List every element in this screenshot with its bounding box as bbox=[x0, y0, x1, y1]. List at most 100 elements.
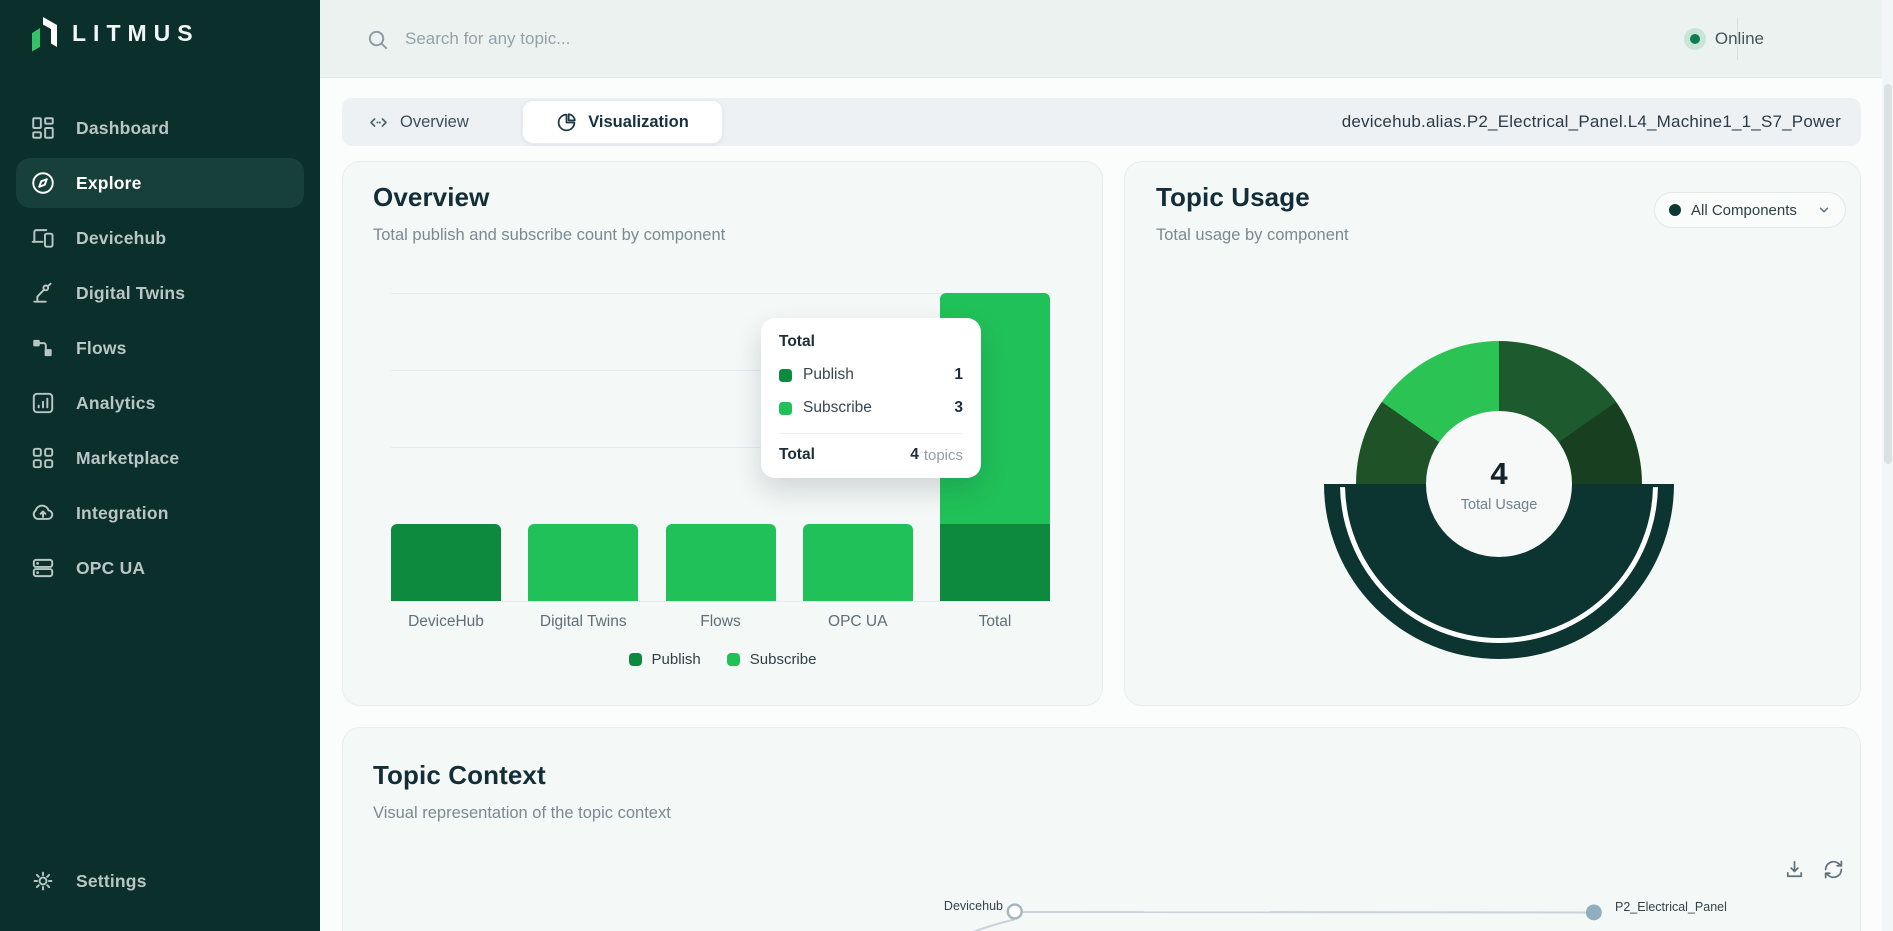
topic-usage-title: Topic Usage bbox=[1156, 182, 1310, 212]
donut-chart[interactable]: 4 Total Usage bbox=[1125, 162, 1860, 705]
sidebar-item-dashboard[interactable]: Dashboard bbox=[16, 103, 304, 153]
sidebar-item-label: Integration bbox=[76, 502, 169, 523]
pie-chart-icon bbox=[556, 112, 577, 133]
graph-edge-curve bbox=[972, 918, 1015, 931]
tooltip-row: Publish 1 bbox=[779, 366, 963, 384]
sidebar-item-label: Explore bbox=[76, 172, 142, 193]
tooltip-row-value: 3 bbox=[954, 399, 963, 416]
sidebar-item-marketplace[interactable]: Marketplace bbox=[16, 433, 304, 483]
sidebar-item-settings[interactable]: Settings bbox=[16, 856, 304, 906]
sidebar-item-integration[interactable]: Integration bbox=[16, 488, 304, 538]
overview-card: Overview Total publish and subscribe cou… bbox=[342, 161, 1103, 706]
sidebar-item-digital-twins[interactable]: Digital Twins bbox=[16, 268, 304, 318]
sidebar-nav: Dashboard Explore Devicehub Digital Twins Fl… bbox=[0, 103, 320, 598]
online-status-icon bbox=[1683, 28, 1706, 50]
bar-opc-ua-subscribe[interactable] bbox=[802, 524, 913, 601]
breadcrumb: devicehub.alias.P2_Electrical_Panel.L4_M… bbox=[1341, 112, 1841, 131]
legend-item-subscribe[interactable]: Subscribe bbox=[726, 651, 817, 668]
tab-visualization[interactable]: Visualization bbox=[522, 100, 723, 144]
overview-card-subtitle: Total publish and subscribe count by com… bbox=[373, 226, 726, 244]
gridline bbox=[391, 601, 1050, 602]
bar-group-flows[interactable] bbox=[665, 293, 776, 601]
legend-label: Subscribe bbox=[749, 651, 817, 668]
tab-label: Visualization bbox=[588, 112, 689, 131]
legend-label: Publish bbox=[651, 651, 701, 668]
search-bar bbox=[366, 0, 1005, 78]
search-input[interactable] bbox=[405, 29, 1005, 49]
sidebar-item-label: Settings bbox=[76, 870, 147, 891]
bar-chart-icon bbox=[30, 390, 56, 416]
tooltip-total-unit: topics bbox=[923, 446, 963, 464]
graph-node-devicehub[interactable] bbox=[1006, 903, 1023, 920]
x-axis-label: OPC UA bbox=[828, 613, 888, 630]
bar-chart-legend: Publish Subscribe bbox=[343, 651, 1102, 668]
status-label: Online bbox=[1714, 29, 1764, 48]
sidebar-item-explore[interactable]: Explore bbox=[16, 158, 304, 208]
tooltip-divider bbox=[779, 433, 963, 434]
donut-center-label: Total Usage bbox=[1460, 496, 1538, 513]
sidebar-item-analytics[interactable]: Analytics bbox=[16, 378, 304, 428]
scrollbar-track[interactable] bbox=[1882, 0, 1893, 931]
gridline bbox=[391, 293, 1050, 294]
filter-dot-icon bbox=[1669, 204, 1681, 216]
compass-icon bbox=[30, 170, 56, 196]
graph-node-p2-electrical-panel[interactable] bbox=[1585, 904, 1602, 921]
cloud-upload-icon bbox=[30, 500, 56, 526]
bar-group-digital-twins[interactable] bbox=[528, 293, 639, 601]
tooltip-row: Subscribe 3 bbox=[779, 399, 963, 417]
topic-context-title: Topic Context bbox=[373, 760, 546, 790]
tooltip-footer: Total 4 topics bbox=[779, 446, 963, 464]
legend-item-publish[interactable]: Publish bbox=[628, 651, 701, 668]
publish-swatch bbox=[628, 653, 642, 666]
logo-text: LITMUS bbox=[72, 19, 200, 46]
dashboard-grid-icon bbox=[30, 115, 56, 141]
publish-swatch bbox=[779, 368, 792, 382]
bar-total-publish[interactable] bbox=[940, 524, 1050, 601]
chart-tooltip: Total Publish 1 Subscribe 3 Total 4 topi… bbox=[761, 318, 981, 478]
sidebar-item-flows[interactable]: Flows bbox=[16, 323, 304, 373]
topic-context-subtitle: Visual representation of the topic conte… bbox=[373, 804, 671, 822]
graph-node-label[interactable]: Devicehub bbox=[943, 899, 1003, 913]
overview-card-title: Overview bbox=[373, 182, 490, 212]
scrollbar-thumb[interactable] bbox=[1883, 84, 1892, 464]
gridline bbox=[391, 447, 1050, 448]
donut-center: 4 Total Usage bbox=[1426, 411, 1572, 557]
refresh-icon[interactable] bbox=[1822, 858, 1845, 881]
workflow-icon bbox=[30, 335, 56, 361]
tab-label: Overview bbox=[400, 112, 469, 131]
bar-flows-subscribe[interactable] bbox=[665, 524, 776, 601]
sidebar-item-opc-ua[interactable]: OPC UA bbox=[16, 543, 304, 593]
graph-node-label[interactable]: P2_Electrical_Panel bbox=[1615, 900, 1727, 914]
sidebar-item-devicehub[interactable]: Devicehub bbox=[16, 213, 304, 263]
topic-context-card: Topic Context Visual representation of t… bbox=[342, 727, 1861, 931]
bar-slots bbox=[391, 293, 1050, 601]
components-filter-dropdown[interactable]: All Components bbox=[1654, 192, 1846, 228]
bar-group-devicehub[interactable] bbox=[391, 293, 501, 601]
chevron-down-icon bbox=[1817, 203, 1831, 217]
tab-overview[interactable]: Overview bbox=[368, 100, 469, 144]
tooltip-row-label: Subscribe bbox=[803, 399, 872, 416]
bar-group-opc-ua[interactable] bbox=[802, 293, 913, 601]
x-axis-label: Digital Twins bbox=[539, 613, 627, 630]
bar-digital-twins-subscribe[interactable] bbox=[528, 524, 639, 601]
logo[interactable]: LITMUS bbox=[28, 14, 200, 52]
subscribe-swatch bbox=[726, 653, 740, 666]
tooltip-row-value: 1 bbox=[954, 366, 963, 383]
gridline bbox=[391, 370, 1050, 371]
tooltip-total-value: 4 bbox=[910, 446, 919, 463]
sidebar: LITMUS Dashboard Explore Devicehub Digital … bbox=[0, 0, 320, 931]
status-badge: Online bbox=[1683, 0, 1764, 78]
search-icon bbox=[366, 28, 389, 51]
x-axis-label: Flows bbox=[700, 613, 741, 630]
download-icon[interactable] bbox=[1783, 858, 1806, 881]
tooltip-total-label: Total bbox=[779, 446, 815, 463]
bar-chart-x-labels: DeviceHub Digital Twins Flows OPC UA Total bbox=[391, 613, 1050, 631]
x-axis-label: DeviceHub bbox=[408, 613, 484, 630]
litmus-logo-icon bbox=[28, 14, 60, 52]
tooltip-header: Total bbox=[779, 333, 815, 350]
sidebar-item-label: Flows bbox=[76, 337, 127, 358]
bar-devicehub-publish[interactable] bbox=[391, 524, 501, 601]
topic-usage-card: Topic Usage Total usage by component All… bbox=[1124, 161, 1861, 706]
bar-chart bbox=[391, 293, 1050, 602]
